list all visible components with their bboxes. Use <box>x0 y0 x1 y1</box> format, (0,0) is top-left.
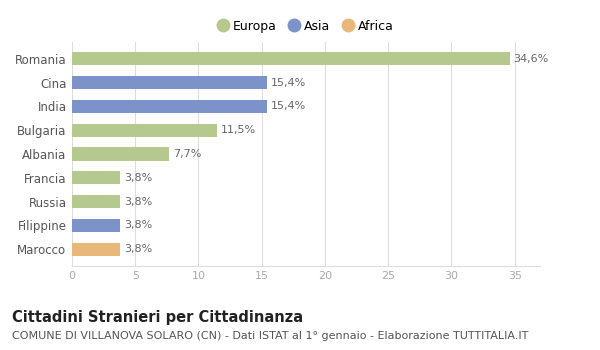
Bar <box>72 100 267 113</box>
Bar <box>72 219 120 232</box>
Bar <box>72 76 267 89</box>
Text: 11,5%: 11,5% <box>221 125 256 135</box>
Text: 15,4%: 15,4% <box>271 102 306 111</box>
Bar <box>72 147 169 161</box>
Bar <box>72 243 120 256</box>
Text: COMUNE DI VILLANOVA SOLARO (CN) - Dati ISTAT al 1° gennaio - Elaborazione TUTTIT: COMUNE DI VILLANOVA SOLARO (CN) - Dati I… <box>12 331 529 341</box>
Legend: Europa, Asia, Africa: Europa, Asia, Africa <box>213 15 399 38</box>
Bar <box>72 195 120 208</box>
Bar <box>72 171 120 184</box>
Text: 34,6%: 34,6% <box>514 54 548 64</box>
Bar <box>72 52 509 65</box>
Text: Cittadini Stranieri per Cittadinanza: Cittadini Stranieri per Cittadinanza <box>12 310 303 325</box>
Text: 7,7%: 7,7% <box>173 149 202 159</box>
Text: 15,4%: 15,4% <box>271 78 306 88</box>
Text: 3,8%: 3,8% <box>124 173 152 183</box>
Bar <box>72 124 217 137</box>
Text: 3,8%: 3,8% <box>124 197 152 206</box>
Text: 3,8%: 3,8% <box>124 220 152 230</box>
Text: 3,8%: 3,8% <box>124 244 152 254</box>
